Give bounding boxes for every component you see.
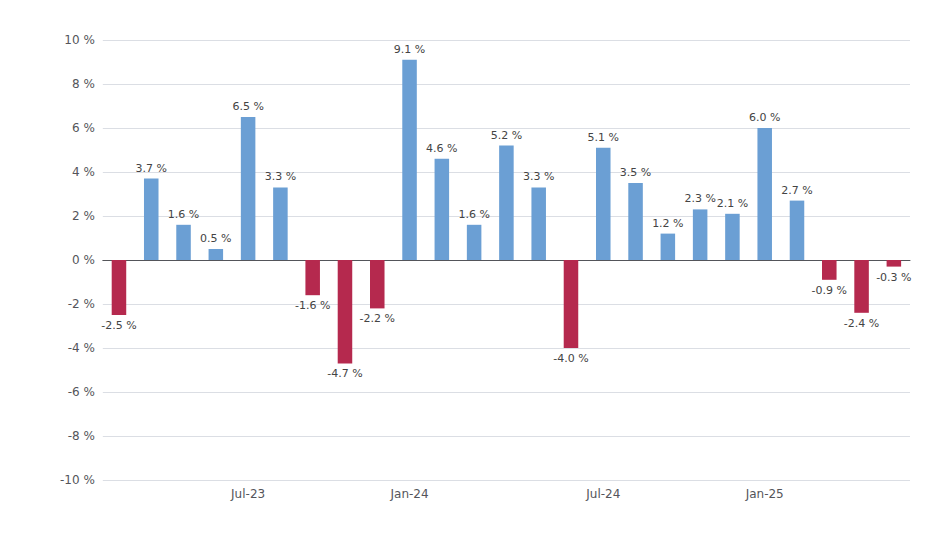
svg-text:3.5 %: 3.5 %: [620, 166, 651, 179]
svg-text:2.3 %: 2.3 %: [684, 192, 715, 205]
svg-text:2.1 %: 2.1 %: [717, 197, 748, 210]
svg-text:Jan-25: Jan-25: [745, 487, 784, 501]
svg-text:2 %: 2 %: [72, 209, 95, 223]
svg-text:-0.9 %: -0.9 %: [812, 284, 847, 297]
svg-text:-6 %: -6 %: [68, 385, 95, 399]
svg-text:-2.5 %: -2.5 %: [101, 319, 136, 332]
svg-text:-0.3 %: -0.3 %: [876, 271, 911, 284]
svg-text:-2 %: -2 %: [68, 297, 95, 311]
svg-text:-2.4 %: -2.4 %: [844, 317, 879, 330]
svg-text:-2.2 %: -2.2 %: [360, 312, 395, 325]
svg-text:6.0 %: 6.0 %: [749, 111, 780, 124]
svg-text:Jul-24: Jul-24: [585, 487, 620, 501]
svg-text:4 %: 4 %: [72, 165, 95, 179]
svg-text:1.6 %: 1.6 %: [168, 208, 199, 221]
svg-text:8 %: 8 %: [72, 77, 95, 91]
svg-text:-4 %: -4 %: [68, 341, 95, 355]
svg-text:-8 %: -8 %: [68, 429, 95, 443]
svg-text:9.1 %: 9.1 %: [394, 43, 425, 56]
svg-text:1.2 %: 1.2 %: [652, 217, 683, 230]
svg-text:0 %: 0 %: [72, 253, 95, 267]
svg-text:-4.7 %: -4.7 %: [327, 367, 362, 380]
svg-text:4.6 %: 4.6 %: [426, 142, 457, 155]
svg-text:Jul-23: Jul-23: [230, 487, 265, 501]
svg-text:2.7 %: 2.7 %: [781, 184, 812, 197]
svg-text:5.1 %: 5.1 %: [588, 131, 619, 144]
svg-text:1.6 %: 1.6 %: [458, 208, 489, 221]
svg-text:-10 %: -10 %: [60, 473, 95, 487]
svg-text:6 %: 6 %: [72, 121, 95, 135]
svg-text:10 %: 10 %: [64, 33, 95, 47]
svg-text:3.3 %: 3.3 %: [265, 170, 296, 183]
svg-text:5.2 %: 5.2 %: [491, 129, 522, 142]
svg-text:6.5 %: 6.5 %: [232, 100, 263, 113]
svg-text:Jan-24: Jan-24: [389, 487, 428, 501]
svg-text:-1.6 %: -1.6 %: [295, 299, 330, 312]
svg-text:-4.0 %: -4.0 %: [553, 352, 588, 365]
svg-text:3.3 %: 3.3 %: [523, 170, 554, 183]
svg-text:3.7 %: 3.7 %: [136, 162, 167, 175]
svg-text:0.5 %: 0.5 %: [200, 232, 231, 245]
